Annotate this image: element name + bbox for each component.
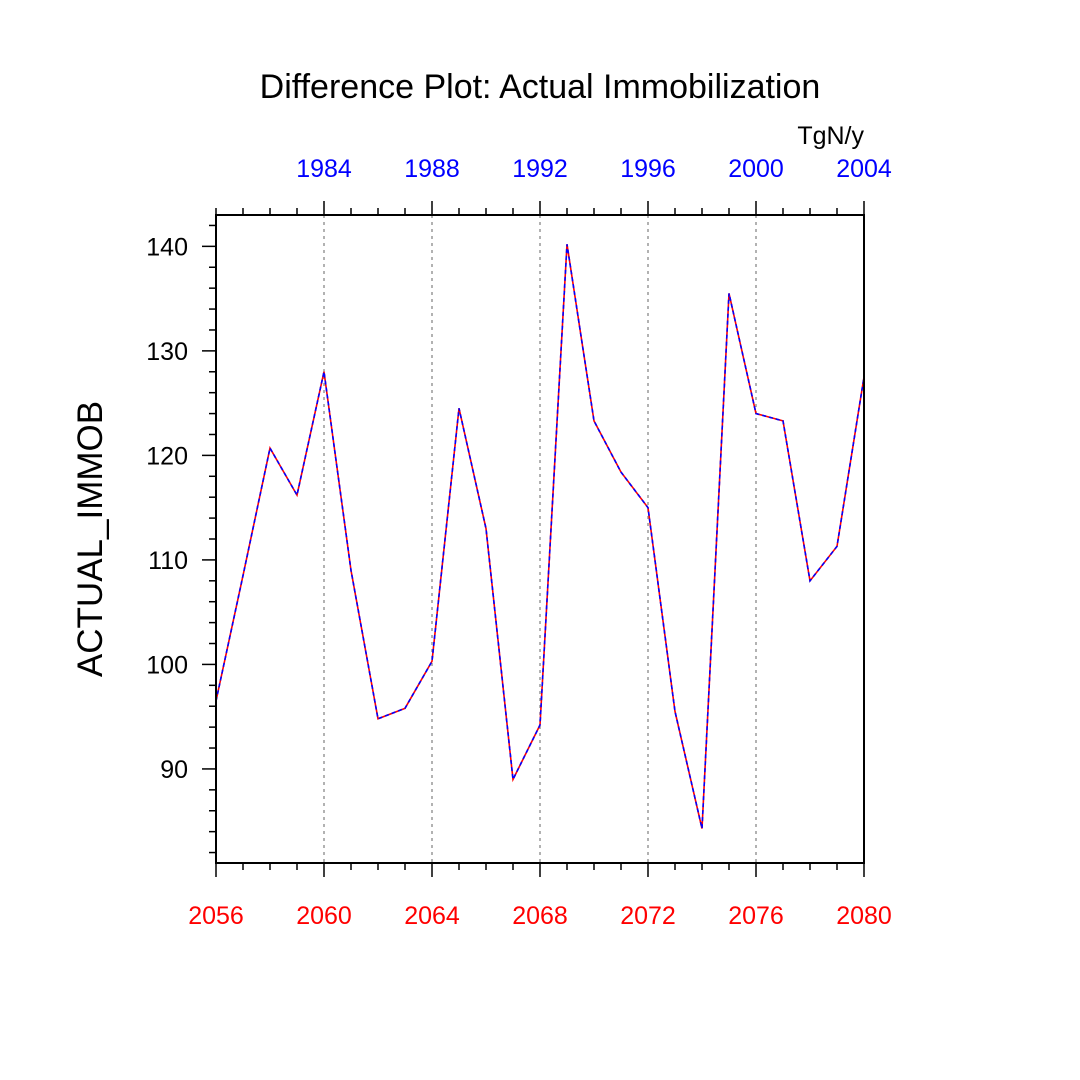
- plot-frame: [215, 214, 865, 864]
- axis-ticks: [202, 201, 865, 877]
- bottom-tick-label: 2080: [836, 902, 892, 930]
- y-tick-label: 120: [146, 442, 188, 470]
- vertical-gridlines: [323, 215, 757, 863]
- series-line: [215, 244, 865, 829]
- bottom-tick-label: 2072: [620, 902, 676, 930]
- bottom-tick-label: 2064: [404, 902, 460, 930]
- top-tick-label: 2000: [728, 155, 784, 183]
- units-label: TgN/y: [797, 122, 864, 150]
- tick-labels: 2056 2060 2064 2068 2072 2076 2080 1984 1988 1992…: [146, 155, 892, 930]
- bottom-tick-label: 2068: [512, 902, 568, 930]
- y-tick-label: 90: [160, 756, 188, 784]
- bottom-tick-label: 2076: [728, 902, 784, 930]
- data-series: [215, 244, 865, 829]
- y-tick-label: 110: [148, 547, 188, 575]
- y-tick-label: 140: [146, 233, 188, 261]
- bottom-tick-label: 2060: [296, 902, 352, 930]
- y-tick-label: 130: [146, 338, 188, 366]
- top-tick-label: 2004: [836, 155, 892, 183]
- chart-title: Difference Plot: Actual Immobilization: [260, 68, 821, 106]
- top-tick-label: 1996: [620, 155, 676, 183]
- top-tick-label: 1988: [404, 155, 460, 183]
- y-axis-label: ACTUAL_IMMOB: [71, 401, 110, 677]
- top-tick-label: 1984: [296, 155, 352, 183]
- bottom-tick-label: 2056: [188, 902, 244, 930]
- top-tick-label: 1992: [512, 155, 568, 183]
- y-tick-label: 100: [146, 651, 188, 679]
